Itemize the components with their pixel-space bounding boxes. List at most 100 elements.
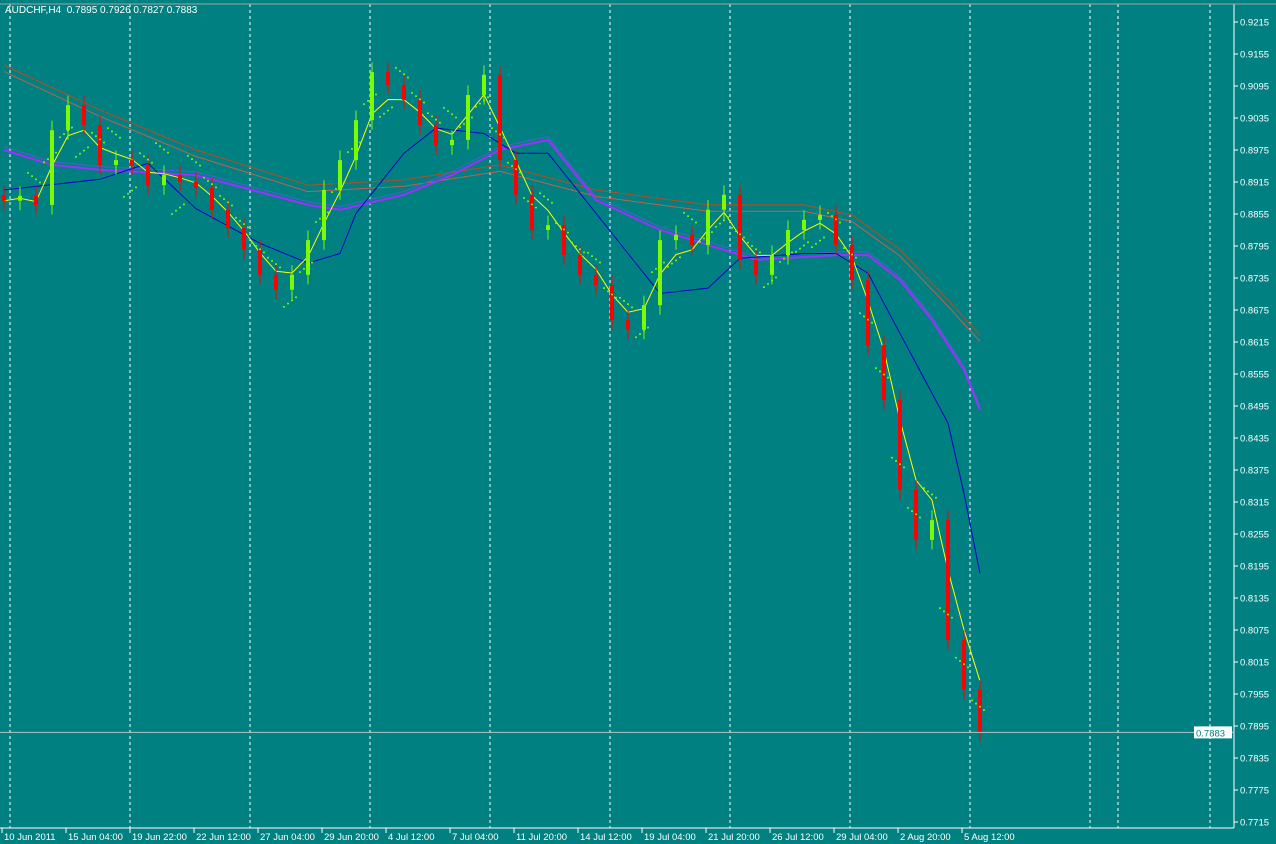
sar-dot: [523, 197, 525, 199]
sar-dot: [351, 147, 353, 150]
y-tick-label: 0.8015: [1240, 658, 1269, 669]
sar-dot: [407, 76, 409, 79]
sar-dot: [723, 219, 725, 222]
sar-dot: [511, 165, 513, 167]
sar-dot: [343, 181, 345, 184]
sar-dot: [691, 218, 693, 221]
x-tick-label: 29 Jul 04:00: [836, 832, 888, 843]
sar-dot: [875, 367, 877, 370]
sar-dot: [739, 233, 741, 236]
sar-dot: [835, 218, 837, 221]
sar-dot: [35, 178, 37, 181]
sar-dot: [587, 251, 589, 254]
sar-dot: [339, 184, 341, 187]
sar-dot: [443, 106, 445, 109]
candle-body: [98, 124, 102, 165]
sar-dot: [435, 118, 437, 121]
sar-dot: [647, 326, 649, 329]
sar-dot: [735, 230, 737, 233]
sar-dot: [347, 151, 349, 154]
sar-dot: [919, 516, 921, 519]
sar-dot: [979, 705, 981, 708]
indicator-lines: [3, 64, 981, 682]
candle-body: [290, 274, 294, 290]
x-tick-label: 4 Jul 12:00: [388, 832, 434, 843]
sar-dot: [383, 112, 385, 115]
sar-dot: [223, 198, 225, 201]
candle-body: [210, 187, 214, 210]
sar-dot: [579, 248, 581, 251]
sar-dot: [423, 101, 425, 104]
sar-dot: [471, 116, 473, 119]
sar-dot: [167, 151, 169, 154]
sar-dot: [51, 154, 53, 157]
slow-ma-line-2: [3, 136, 981, 407]
sar-dot: [75, 155, 77, 158]
sar-dot: [79, 152, 81, 155]
y-tick-label: 0.8795: [1240, 242, 1269, 253]
sar-dot: [911, 510, 913, 513]
y-tick-label: 0.9215: [1240, 18, 1269, 29]
sar-dot: [43, 161, 45, 164]
y-tick-label: 0.9155: [1240, 50, 1269, 61]
sar-dot: [219, 194, 221, 197]
sar-dot: [791, 251, 793, 254]
sar-dot: [103, 141, 105, 144]
sar-dot: [279, 266, 281, 269]
y-tick-label: 0.8435: [1240, 434, 1269, 445]
sar-dot: [555, 222, 557, 225]
candle-body: [578, 255, 582, 275]
sar-dot: [635, 336, 637, 339]
sar-dot: [939, 607, 941, 610]
y-tick-label: 0.8855: [1240, 210, 1269, 221]
candle-body: [370, 72, 374, 121]
x-tick-label: 2 Aug 20:00: [900, 832, 951, 843]
sar-dot: [99, 138, 101, 141]
sar-dot: [883, 373, 885, 376]
ohlc-readout: 0.7895 0.7926 0.7827 0.7883: [66, 5, 198, 16]
sar-dot: [287, 302, 289, 305]
y-tick-label: 0.8375: [1240, 466, 1269, 477]
sar-dot: [935, 496, 937, 499]
sar-dot: [975, 702, 977, 705]
y-tick-label: 0.8135: [1240, 594, 1269, 605]
sar-dot: [263, 251, 265, 254]
sar-dot: [299, 271, 301, 274]
sar-dot: [583, 251, 585, 254]
sar-dot: [207, 179, 209, 182]
candle-body: [146, 164, 150, 186]
candle-body: [306, 240, 310, 275]
sar-dot: [431, 115, 433, 118]
sar-dot: [951, 616, 953, 619]
candle-body: [770, 255, 774, 275]
sar-dot: [71, 126, 73, 129]
sar-dot: [31, 175, 33, 178]
x-tick-label: 5 Aug 12:00: [964, 832, 1015, 843]
y-tick-label: 0.7955: [1240, 690, 1269, 701]
y-tick-label: 0.8195: [1240, 562, 1269, 573]
sar-dot: [171, 213, 173, 215]
sar-dot: [559, 225, 561, 228]
sar-dot: [631, 306, 633, 309]
sar-dot: [667, 265, 669, 268]
candle-body: [514, 160, 518, 195]
candle-body: [226, 209, 230, 228]
candle-body: [738, 194, 742, 260]
sar-dot: [931, 493, 933, 496]
sar-dot: [83, 149, 85, 152]
sar-dot: [983, 709, 985, 711]
sar-dot: [699, 240, 701, 243]
sar-dot: [175, 209, 177, 212]
y-tick-label: 0.8735: [1240, 274, 1269, 285]
sar-dot: [767, 282, 769, 285]
x-tick-label: 7 Jul 04:00: [452, 832, 498, 843]
sar-dot: [331, 191, 333, 194]
sar-dot: [183, 203, 185, 206]
sar-dot: [891, 456, 893, 459]
sar-dot: [543, 195, 545, 198]
candle-body: [626, 320, 630, 330]
candle-body: [930, 520, 934, 540]
y-tick-label: 0.7775: [1240, 786, 1269, 797]
candle-body: [82, 105, 86, 125]
